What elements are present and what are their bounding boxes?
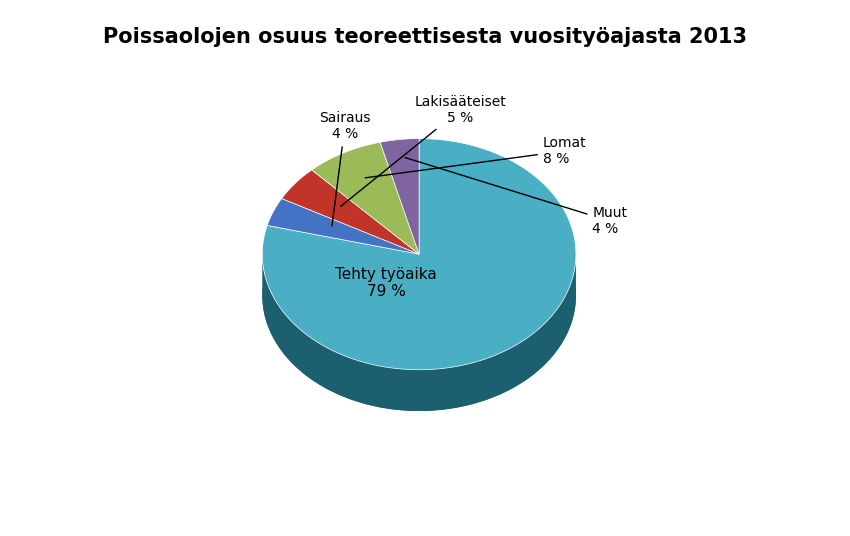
Text: Poissaolojen osuus teoreettisesta vuosityöajasta 2013: Poissaolojen osuus teoreettisesta vuosit… [103, 27, 747, 47]
Text: Lomat
8 %: Lomat 8 % [366, 136, 586, 178]
Polygon shape [281, 170, 419, 254]
Polygon shape [263, 139, 576, 370]
Text: Lakisääteiset
5 %: Lakisääteiset 5 % [341, 95, 507, 206]
Polygon shape [312, 142, 419, 254]
Text: Muut
4 %: Muut 4 % [405, 158, 627, 236]
Polygon shape [263, 254, 576, 411]
Polygon shape [380, 139, 419, 254]
Text: Tehty työaika
79 %: Tehty työaika 79 % [335, 267, 437, 299]
Ellipse shape [263, 180, 576, 411]
Text: Sairaus
4 %: Sairaus 4 % [319, 111, 371, 226]
Polygon shape [267, 198, 419, 254]
